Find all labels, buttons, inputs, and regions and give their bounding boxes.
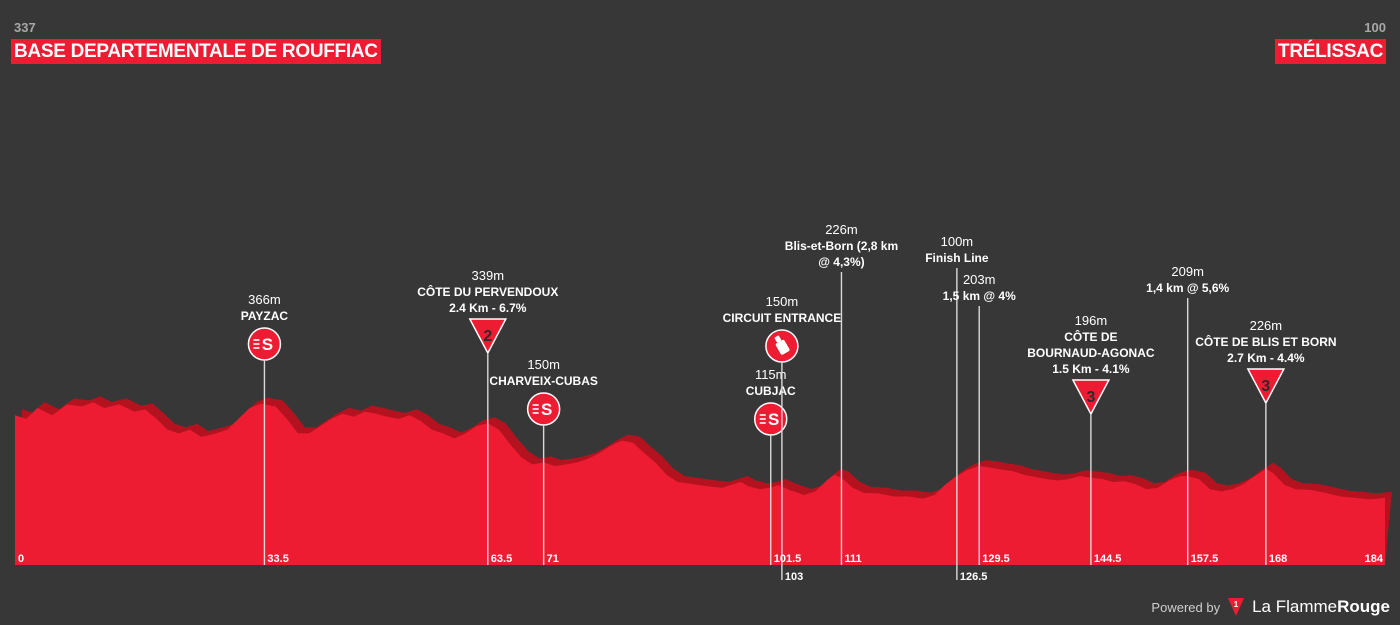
- point-altitude: 226m: [1250, 318, 1283, 333]
- point-altitude: 366m: [248, 292, 281, 307]
- finish-location-label: TRÉLISSAC: [1275, 39, 1386, 64]
- sprint-icon-glyph: S: [768, 410, 779, 429]
- point-altitude: 209m: [1171, 264, 1204, 279]
- powered-by-footer: Powered by 1 La FlammeRouge: [1151, 597, 1390, 617]
- point-label: 1,4 km @ 5,6%: [1146, 281, 1229, 295]
- point-label: CÔTE DE BLIS ET BORN: [1195, 334, 1336, 349]
- point-altitude: 339m: [472, 268, 505, 283]
- point-label: CÔTE DU PERVENDOUX: [417, 284, 558, 299]
- bottle-cap-icon: [774, 335, 782, 343]
- point-label: 2.4 Km - 6.7%: [449, 301, 527, 315]
- point-label: CIRCUIT ENTRANCE: [723, 311, 842, 325]
- climb-category-icon: [1071, 379, 1111, 416]
- km-tick-label: 71: [547, 553, 559, 565]
- km-tick-label: 111: [844, 553, 861, 565]
- climb-category-number: 2: [483, 328, 492, 345]
- brand-name: La FlammeRouge: [1252, 597, 1390, 617]
- point-altitude: 196m: [1075, 313, 1108, 328]
- climb-category-number: 3: [1086, 389, 1095, 406]
- powered-by-text: Powered by: [1151, 599, 1221, 615]
- point-label: CHARVEIX-CUBAS: [489, 374, 597, 388]
- sprint-icon-glyph: S: [541, 400, 552, 419]
- sprint-icon-glyph: S: [262, 335, 273, 354]
- point-altitude: 100m: [941, 234, 974, 249]
- point-label: Blis-et-Born (2,8 km: [785, 239, 898, 253]
- km-tick-label: 101.5: [774, 553, 802, 565]
- point-label: PAYZAC: [241, 309, 289, 323]
- point-label: CUBJAC: [746, 384, 796, 398]
- km-tick-label: 63.5: [491, 553, 512, 565]
- climb-category-icon: [468, 318, 508, 355]
- point-label: CÔTE DE: [1064, 329, 1117, 344]
- point-label: BOURNAUD-AGONAC: [1027, 346, 1155, 360]
- point-label: Finish Line: [925, 251, 989, 265]
- point-label: 1,5 km @ 4%: [943, 289, 1016, 303]
- km-tick-label: 126.5: [960, 571, 988, 583]
- point-altitude: 150m: [527, 357, 560, 372]
- km-tick-label: 0: [18, 553, 24, 565]
- point-label: 1.5 Km - 4.1%: [1052, 362, 1130, 376]
- finish-altitude: 100: [1364, 20, 1386, 35]
- km-tick-label: 168: [1269, 553, 1287, 565]
- km-tick-label: 129.5: [982, 553, 1010, 565]
- start-altitude: 337: [14, 20, 36, 35]
- svg-text:1: 1: [1234, 600, 1239, 609]
- km-tick-label: 103: [785, 571, 803, 583]
- la-flamme-rouge-logo-icon: 1: [1228, 598, 1245, 616]
- point-altitude: 203m: [963, 272, 996, 287]
- bottle-icon: [775, 339, 790, 355]
- start-location-label: BASE DEPARTEMENTALE DE ROUFFIAC: [11, 39, 381, 64]
- elevation-profile-area: [15, 402, 1385, 565]
- point-label: @ 4,3%): [818, 255, 864, 269]
- km-tick-label: 184: [1365, 553, 1384, 565]
- point-label: 2.7 Km - 4.4%: [1227, 351, 1305, 365]
- km-tick-label: 157.5: [1191, 553, 1219, 565]
- km-tick-label: 144.5: [1094, 553, 1122, 565]
- point-altitude: 150m: [766, 294, 799, 309]
- brand-suffix: Rouge: [1337, 597, 1390, 616]
- point-altitude: 115m: [755, 367, 787, 382]
- brand-prefix: La Flamme: [1252, 597, 1338, 616]
- climb-category-number: 3: [1261, 378, 1270, 395]
- km-tick-label: 33.5: [267, 553, 288, 565]
- point-altitude: 226m: [825, 222, 858, 237]
- climb-category-icon: [1246, 368, 1286, 405]
